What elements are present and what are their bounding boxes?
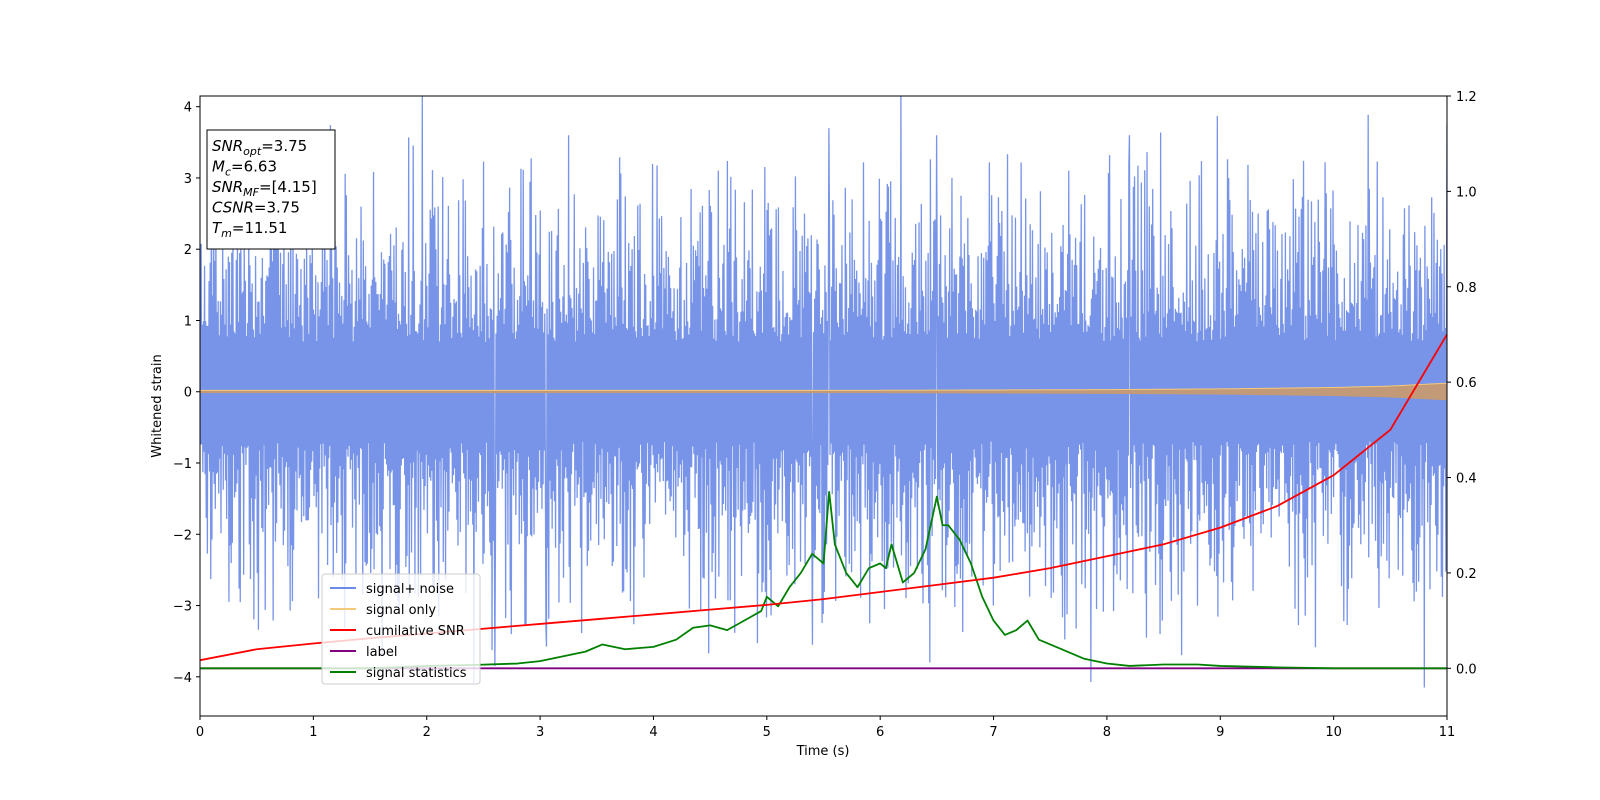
y-tick-label: −2 [173,528,192,543]
x-tick-label: 4 [649,725,657,740]
legend-label: signal only [366,603,436,618]
y2-tick-label: 0.2 [1456,567,1477,582]
y-axis-right: 0.0 0.2 0.4 0.6 0.8 1.0 1.2 [1447,90,1477,677]
y-tick-label: 3 [184,172,192,187]
legend-label: signal statistics [366,666,467,681]
info-line: CSNR=3.75 [212,199,300,217]
y-axis-left: −4 −3 −2 −1 0 1 2 3 4 [173,101,200,686]
y-tick-label: −3 [173,600,192,615]
x-tick-label: 0 [196,725,204,740]
signal-only-line [200,382,1447,391]
x-axis: 0 1 2 3 4 5 6 7 8 9 10 11 [196,716,1455,740]
y-tick-label: −4 [173,671,192,686]
y2-tick-label: 0.4 [1456,472,1477,487]
x-tick-label: 8 [1103,725,1111,740]
y2-tick-label: 1.2 [1456,90,1477,105]
y-tick-label: 1 [184,314,192,329]
y2-tick-label: 0.8 [1456,281,1477,296]
x-tick-label: 9 [1216,725,1224,740]
y-tick-label: 2 [184,243,192,258]
x-axis-label: Time (s) [796,744,850,759]
x-tick-label: 7 [989,725,997,740]
info-line: SNRMF=[4.15] [212,178,317,199]
legend-label: label [366,645,397,660]
info-line: Tm=11.51 [212,219,287,240]
legend-label: cumilative SNR [366,624,465,639]
x-tick-label: 5 [763,725,771,740]
y-axis-label: Whitened strain [150,354,165,457]
legend-label: signal+ noise [366,582,454,597]
x-tick-label: 10 [1325,725,1342,740]
y-tick-label: −1 [173,457,192,472]
x-tick-label: 3 [536,725,544,740]
legend: signal+ noise signal only cumilative SNR la… [321,573,481,685]
x-tick-label: 2 [423,725,431,740]
y2-tick-label: 1.0 [1456,185,1477,200]
signal-noise-line [200,96,1447,688]
signal-statistics-line [200,490,1447,670]
x-tick-label: 1 [309,725,317,740]
signal-only-band [200,383,1447,401]
y-tick-label: 4 [184,101,192,116]
info-line: SNRopt=3.75 [212,137,307,158]
x-tick-label: 6 [876,725,884,740]
y2-tick-label: 0.0 [1456,662,1477,677]
y2-tick-label: 0.6 [1456,376,1477,391]
y-tick-label: 0 [184,386,192,401]
plot-frame [199,95,1448,717]
info-line: Mc=6.63 [212,158,277,179]
x-tick-label: 11 [1439,725,1456,740]
